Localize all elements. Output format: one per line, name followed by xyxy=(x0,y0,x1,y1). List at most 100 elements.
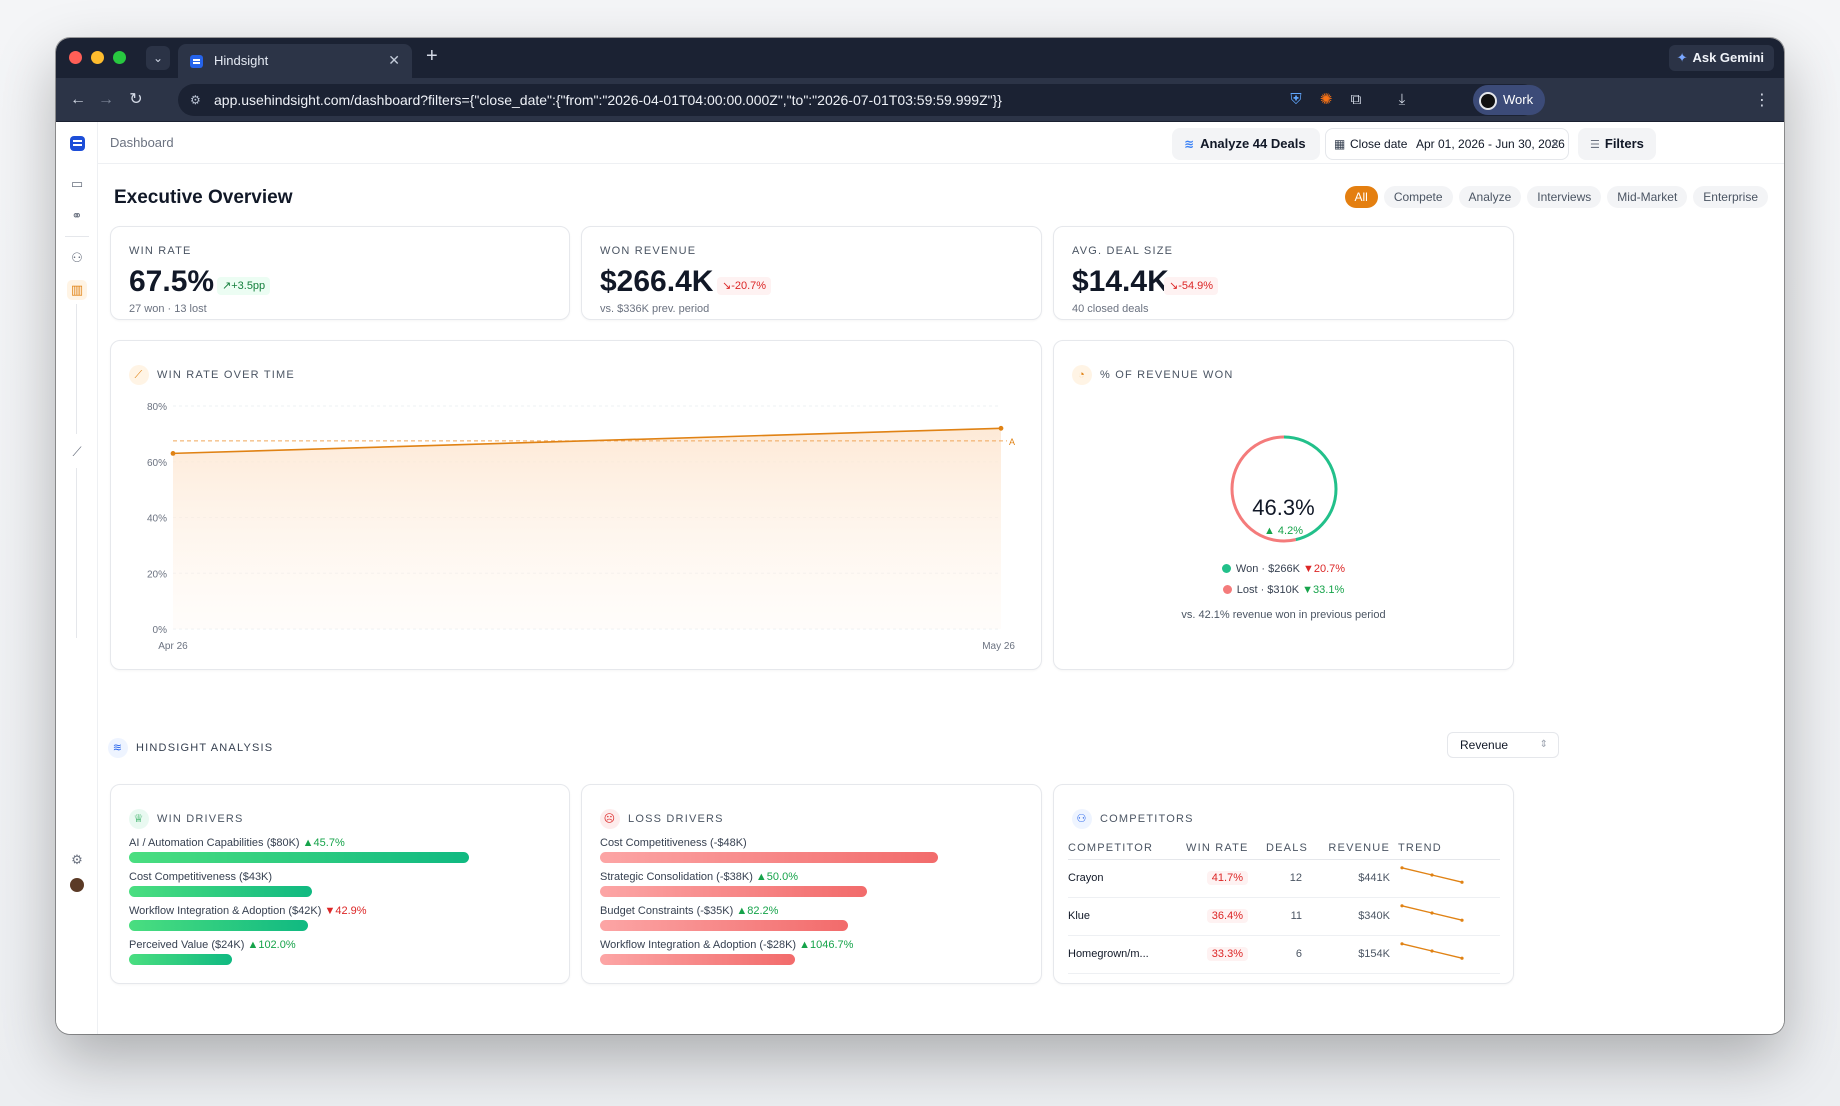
reload-icon[interactable]: ↻ xyxy=(129,91,143,108)
kpi-value: $266.4K xyxy=(600,265,714,298)
address-bar[interactable]: ⚙ app.usehindsight.com/dashboard?filters… xyxy=(178,84,1538,116)
loss-drivers-header: ☹ LOSS DRIVERS xyxy=(600,809,724,829)
user-avatar[interactable] xyxy=(70,878,84,892)
trend-point xyxy=(1400,903,1404,907)
win-rate-point xyxy=(998,425,1004,431)
win-drivers-header: ♕ WIN DRIVERS xyxy=(129,809,244,829)
competitor-name: Klue xyxy=(1068,897,1186,936)
filter-chip[interactable]: Analyze xyxy=(1458,186,1522,208)
ask-gemini-label: Ask Gemini xyxy=(1692,50,1764,65)
hindsight-logo-icon[interactable] xyxy=(70,136,85,151)
driver-item[interactable]: Cost Competitiveness ($43K) xyxy=(129,871,549,897)
table-row[interactable]: Crayon 41.7% 12 $441K xyxy=(1068,859,1500,898)
filter-chip[interactable]: Mid-Market xyxy=(1607,186,1688,208)
driver-item[interactable]: AI / Automation Capabilities ($80K) ▲45.… xyxy=(129,837,549,863)
driver-label: Budget Constraints (-$35K) xyxy=(600,905,734,917)
driver-delta: ▲45.7% xyxy=(302,837,345,849)
calendar-icon: ▦ xyxy=(1334,137,1346,151)
hindsight-icon: ≋ xyxy=(1184,137,1195,151)
extensions-puzzle-icon[interactable]: ⧉ xyxy=(1350,91,1362,108)
driver-bar xyxy=(600,954,796,965)
more-menu-icon[interactable]: ⋮ xyxy=(1754,92,1770,109)
competitors-title: COMPETITORS xyxy=(1100,812,1194,825)
maximize-window-button[interactable] xyxy=(113,51,126,64)
close-icon[interactable]: ✕ xyxy=(388,52,400,68)
revenue-cell: $340K xyxy=(1326,897,1398,936)
column-header[interactable]: COMPETITOR xyxy=(1068,837,1186,860)
close-date-filter[interactable]: ▦ Close date Apr 01, 2026 - Jun 30, 2026… xyxy=(1325,128,1569,160)
column-header[interactable]: WIN RATE xyxy=(1186,837,1266,860)
trophy-icon: ♕ xyxy=(129,809,149,829)
bar-chart-icon[interactable]: ▥ xyxy=(67,280,87,300)
column-header[interactable]: DEALS xyxy=(1266,837,1326,860)
line-chart-icon[interactable]: ⟋ xyxy=(72,444,82,459)
legend-won: Won · $266K ▼20.7% xyxy=(1054,563,1513,575)
driver-label: Workflow Integration & Adoption (-$28K) xyxy=(600,939,797,951)
table-header-row: COMPETITOR WIN RATE DEALS REVENUE TREND xyxy=(1068,837,1500,860)
close-window-button[interactable] xyxy=(69,51,82,64)
revenue-cell-text: $340K xyxy=(1358,910,1390,922)
users-icon[interactable]: ⚇ xyxy=(71,250,83,265)
driver-item[interactable]: Budget Constraints (-$35K) ▲82.2% xyxy=(600,905,1020,931)
loss-drivers-title: LOSS DRIVERS xyxy=(628,812,724,825)
bitwarden-extension-icon[interactable]: ⛨ xyxy=(1290,91,1302,108)
breadcrumb[interactable]: Dashboard xyxy=(110,135,174,150)
site-settings-icon[interactable]: ⚙ xyxy=(190,93,201,107)
filter-chip[interactable]: Enterprise xyxy=(1693,186,1768,208)
segment-chips: All Compete Analyze Interviews Mid-Market Ent… xyxy=(1344,186,1768,208)
filter-chip[interactable]: Compete xyxy=(1383,186,1453,208)
revenue-donut xyxy=(1230,435,1338,543)
pie-chart-icon: ◔ xyxy=(1072,365,1092,385)
clear-date-icon[interactable]: ✕ xyxy=(1549,137,1560,151)
forward-icon[interactable]: → xyxy=(98,91,114,108)
analyze-deals-button[interactable]: ≋ Analyze 44 Deals xyxy=(1172,128,1320,160)
driver-label-row: Cost Competitiveness ($43K) xyxy=(129,871,549,883)
competitors-header: ⚇ COMPETITORS xyxy=(1072,809,1194,829)
browser-window: ⌄ Hindsight ✕ + ✦ Ask Gemini ← → ↻ ⚙ app.… xyxy=(56,38,1784,1034)
kpi-delta-badge: ↗+3.5pp xyxy=(217,277,271,295)
kpi-delta-text: -54.9% xyxy=(1178,280,1214,292)
workflow-icon[interactable]: ⚭ xyxy=(71,208,83,223)
back-icon[interactable]: ← xyxy=(70,91,86,108)
gear-icon[interactable]: ⚙ xyxy=(71,852,83,867)
url-text[interactable]: app.usehindsight.com/dashboard?filters={… xyxy=(214,92,1002,108)
browser-tab[interactable]: Hindsight ✕ xyxy=(178,44,412,78)
sort-select[interactable]: Revenue ⇕ xyxy=(1447,732,1559,758)
driver-label-row: Workflow Integration & Adoption (-$28K) … xyxy=(600,939,1020,951)
trend-point xyxy=(1460,956,1464,960)
kpi-card-avg-deal-size: AVG. DEAL SIZE $14.4K ↘-54.9% 40 closed … xyxy=(1053,226,1514,320)
driver-item[interactable]: Strategic Consolidation (-$38K) ▲50.0% xyxy=(600,871,1020,897)
ask-gemini-button[interactable]: ✦ Ask Gemini xyxy=(1668,45,1774,71)
new-tab-icon[interactable]: + xyxy=(426,45,438,67)
claude-extension-icon[interactable]: ✺ xyxy=(1319,91,1333,108)
win-rate-cell: 41.7% xyxy=(1186,859,1266,898)
won-arc xyxy=(1230,435,1338,543)
driver-item[interactable]: Workflow Integration & Adoption (-$28K) … xyxy=(600,939,1020,965)
kpi-card-win-rate: WIN RATE 67.5% ↗+3.5pp 27 won · 13 lost xyxy=(110,226,570,320)
profile-button[interactable]: Work xyxy=(1473,85,1546,115)
profile-label: Work xyxy=(1503,92,1534,107)
filters-button[interactable]: ☰ Filters xyxy=(1578,128,1656,160)
competitor-name-text: Crayon xyxy=(1068,872,1104,884)
loss-drivers-card: ☹ LOSS DRIVERS Cost Competitiveness (-$48… xyxy=(581,784,1042,984)
legend-won-label: Won · $266K xyxy=(1235,563,1300,575)
revenue-won-percent: 46.3% xyxy=(1252,495,1315,520)
driver-item[interactable]: Cost Competitiveness (-$48K) xyxy=(600,837,1020,863)
column-header[interactable]: REVENUE xyxy=(1326,837,1398,860)
driver-item[interactable]: Workflow Integration & Adoption ($42K) ▼… xyxy=(129,905,549,931)
minimize-window-button[interactable] xyxy=(91,51,104,64)
chat-icon[interactable]: ▭ xyxy=(70,176,84,191)
x-tick-label: May 26 xyxy=(982,641,1015,652)
table-row[interactable]: Homegrown/m... 33.3% 6 $154K xyxy=(1068,935,1500,974)
driver-item[interactable]: Perceived Value ($24K) ▲102.0% xyxy=(129,939,549,965)
filter-chip[interactable]: All xyxy=(1344,186,1378,208)
revenue-cell-text: $441K xyxy=(1358,872,1390,884)
table-row[interactable]: Klue 36.4% 11 $340K xyxy=(1068,897,1500,936)
filter-chip[interactable]: Interviews xyxy=(1527,186,1602,208)
chevron-down-icon[interactable]: ⌄ xyxy=(146,46,170,70)
revenue-won-title: % OF REVENUE WON xyxy=(1100,368,1234,381)
date-filter-label: Close date xyxy=(1350,137,1408,151)
kpi-label: WIN RATE xyxy=(129,245,192,257)
tab-bar: ⌄ Hindsight ✕ + ✦ Ask Gemini xyxy=(56,38,1784,78)
download-icon[interactable]: ⤓ xyxy=(1398,91,1406,108)
